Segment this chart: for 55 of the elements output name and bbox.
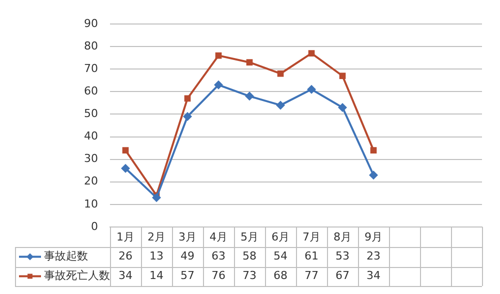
data-label: 76 [212, 269, 226, 282]
x-tick-label: 5月 [240, 230, 258, 244]
point [214, 80, 223, 90]
y-tick-label: 70 [84, 62, 98, 75]
x-tick-label: 3月 [178, 230, 196, 244]
y-tick-label: 50 [84, 107, 98, 120]
data-label: 13 [150, 250, 164, 263]
x-tick-label: 7月 [302, 230, 320, 244]
point [183, 112, 192, 121]
point [339, 72, 346, 80]
x-tick-label: 9月 [364, 230, 382, 244]
point [308, 50, 315, 57]
point [245, 92, 254, 101]
data-label: 53 [336, 250, 350, 263]
point [307, 84, 316, 94]
legend-label: 事故死亡人数 [44, 269, 110, 282]
data-label: 68 [274, 269, 288, 282]
point [370, 147, 377, 154]
y-tick-label: 90 [84, 16, 98, 30]
y-tick-label: 0 [91, 220, 98, 233]
y-tick-label: 60 [84, 84, 98, 98]
data-label: 23 [366, 250, 380, 263]
x-tick-label: 1月 [116, 230, 134, 244]
data-label: 77 [304, 269, 318, 282]
data-label: 67 [336, 269, 350, 282]
data-label: 57 [180, 269, 194, 282]
point [121, 164, 130, 173]
legend-label: 事故起数 [44, 250, 88, 263]
point [338, 102, 347, 112]
x-tick-label: 8月 [334, 230, 352, 244]
data-label: 54 [274, 250, 288, 263]
x-tick-label: 6月 [272, 230, 290, 244]
data-label: 34 [366, 269, 380, 282]
point [369, 170, 378, 180]
y-tick-label: 20 [84, 174, 98, 188]
y-tick-label: 10 [84, 197, 98, 210]
point [215, 52, 222, 59]
x-tick-label: 4月 [210, 230, 228, 244]
data-label: 26 [118, 250, 132, 263]
data-label: 73 [242, 269, 256, 282]
data-label: 14 [150, 269, 164, 282]
y-tick-label: 40 [84, 130, 98, 143]
point [277, 70, 284, 77]
data-label: 58 [242, 250, 256, 263]
point [276, 100, 285, 110]
data-label: 34 [118, 269, 132, 282]
y-tick-label: 80 [84, 39, 98, 52]
point [152, 193, 161, 202]
x-tick-label: 2月 [148, 230, 166, 244]
y-tick-label: 30 [84, 152, 98, 166]
point [122, 147, 129, 154]
data-label: 63 [212, 250, 226, 263]
data-label: 61 [304, 250, 318, 263]
point [246, 59, 253, 66]
data-label: 49 [180, 250, 194, 263]
